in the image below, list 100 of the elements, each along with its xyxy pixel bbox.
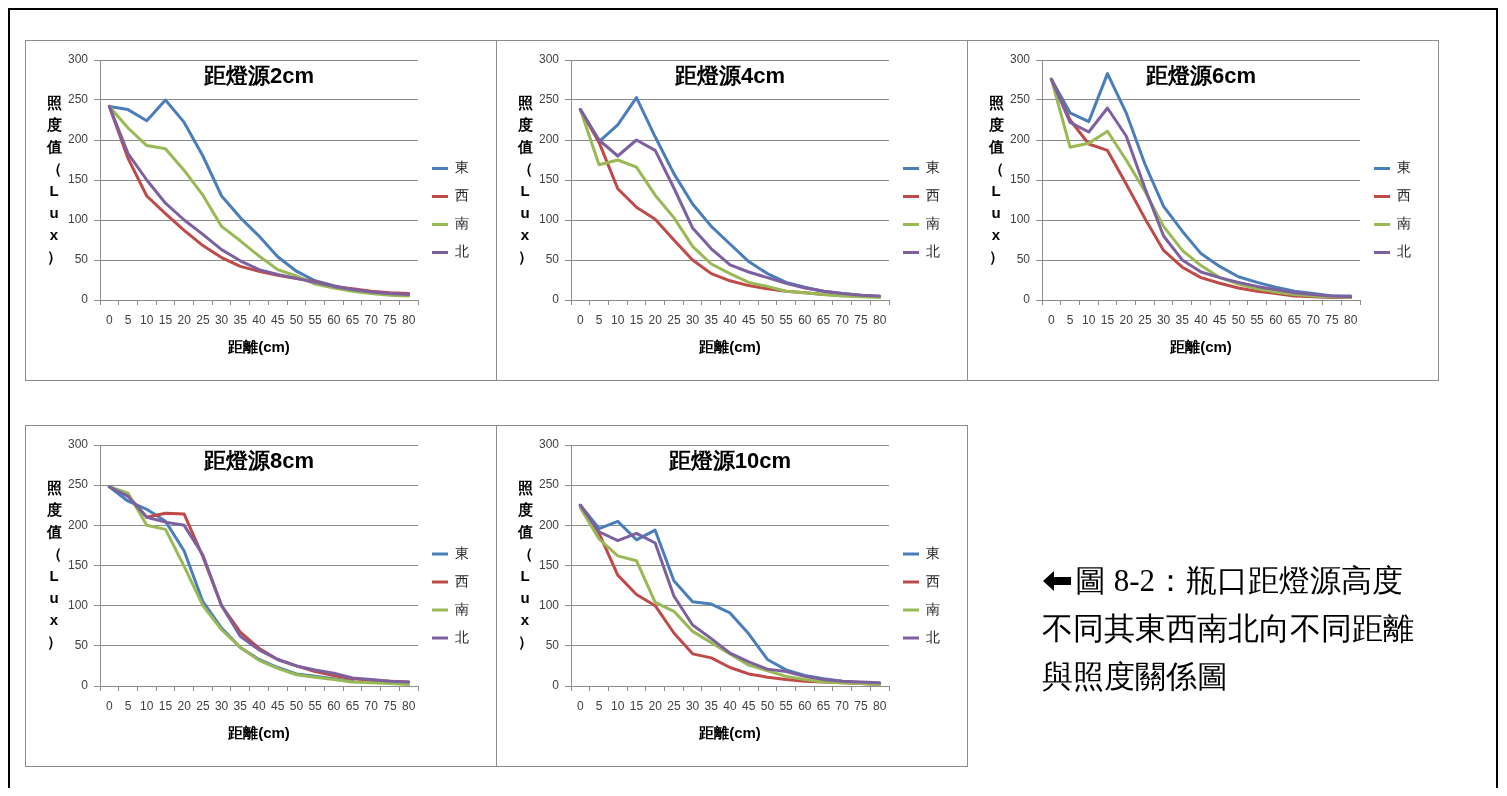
y-tick-label: 200 (67, 517, 89, 532)
y-tick-label: 150 (538, 557, 560, 572)
y-tick-label: 200 (538, 132, 560, 147)
y-tick-label: 200 (538, 517, 560, 532)
x-tick-label: 15 (629, 312, 644, 327)
x-tick-label: 30 (685, 312, 700, 327)
chart-title: 距燈源2cm (202, 62, 315, 90)
x-tick-label: 0 (577, 698, 585, 713)
y-tick-label: 0 (81, 678, 89, 693)
x-tick-label: 50 (760, 698, 775, 713)
legend-label: 東 (926, 544, 940, 561)
x-tick-label: 65 (816, 312, 831, 327)
y-tick-label: 0 (552, 678, 560, 693)
x-tick-label: 35 (1175, 312, 1190, 327)
x-tick-label: 35 (233, 698, 248, 713)
x-tick-label: 70 (835, 698, 850, 713)
x-tick-label: 60 (798, 312, 812, 327)
legend-label: 南 (455, 215, 469, 232)
x-tick-label: 40 (252, 698, 266, 713)
x-tick-label: 35 (704, 698, 719, 713)
x-tick-label: 25 (1138, 312, 1152, 327)
x-tick-label: 50 (289, 312, 304, 327)
chart-title: 距燈源4cm (673, 62, 786, 90)
x-tick-label: 25 (196, 698, 210, 713)
legend-label: 南 (926, 600, 940, 617)
y-tick-label: 250 (67, 477, 89, 492)
legend-label: 東 (455, 544, 469, 561)
x-tick-label: 75 (854, 698, 868, 713)
y-tick-label: 50 (74, 638, 89, 653)
y-axis-title: 照度值（Lux） (46, 478, 62, 652)
x-axis-title: 距離(cm) (698, 338, 761, 356)
x-tick-label: 0 (106, 312, 114, 327)
x-tick-label: 40 (723, 312, 737, 327)
x-tick-label: 45 (271, 698, 285, 713)
legend-label: 東 (926, 159, 940, 176)
x-tick-label: 55 (779, 698, 794, 713)
x-tick-label: 30 (1156, 312, 1171, 327)
x-tick-label: 70 (1306, 312, 1321, 327)
x-tick-label: 45 (271, 312, 285, 327)
y-tick-label: 150 (538, 172, 560, 187)
y-tick-label: 150 (1009, 172, 1031, 187)
x-tick-label: 40 (723, 698, 737, 713)
x-tick-label: 10 (140, 698, 154, 713)
y-tick-label: 250 (538, 477, 560, 492)
y-axis-title: 照度值（Lux） (517, 478, 533, 652)
x-tick-label: 5 (1066, 312, 1074, 327)
y-axis-title: 照度值（Lux） (46, 93, 62, 267)
legend-label: 西 (455, 187, 469, 204)
x-tick-label: 40 (252, 312, 266, 327)
y-tick-label: 150 (67, 172, 89, 187)
x-tick-label: 60 (798, 698, 812, 713)
x-tick-label: 50 (289, 698, 304, 713)
x-tick-label: 25 (667, 312, 681, 327)
y-axis-title: 照度值（Lux） (517, 93, 533, 267)
legend-label: 北 (455, 243, 469, 260)
x-tick-label: 70 (364, 312, 379, 327)
y-tick-label: 300 (1009, 52, 1031, 67)
x-axis-title: 距離(cm) (227, 724, 290, 742)
x-tick-label: 80 (872, 312, 887, 327)
x-tick-label: 15 (1100, 312, 1115, 327)
legend-label: 北 (926, 243, 940, 260)
y-axis-title: 照度值（Lux） (988, 93, 1004, 267)
x-tick-label: 80 (1343, 312, 1358, 327)
x-tick-label: 25 (196, 312, 210, 327)
x-tick-label: 20 (648, 312, 663, 327)
x-tick-label: 15 (158, 698, 173, 713)
x-tick-label: 35 (233, 312, 248, 327)
x-tick-label: 55 (1250, 312, 1265, 327)
x-tick-label: 10 (611, 312, 625, 327)
y-tick-label: 250 (67, 92, 89, 107)
y-tick-label: 250 (538, 92, 560, 107)
y-tick-label: 0 (552, 292, 560, 307)
x-tick-label: 70 (364, 698, 379, 713)
caption: 圖 8-2：瓶口距燈源高度不同其東西南北向不同距離與照度關係圖 (1042, 563, 1414, 694)
x-tick-label: 45 (742, 698, 756, 713)
x-tick-label: 65 (345, 312, 360, 327)
y-tick-label: 50 (1016, 252, 1031, 267)
x-tick-label: 60 (327, 698, 341, 713)
chart-title: 距燈源8cm (202, 447, 315, 475)
y-tick-label: 100 (67, 597, 89, 612)
x-tick-label: 10 (611, 698, 625, 713)
x-tick-label: 10 (1082, 312, 1096, 327)
x-tick-label: 20 (177, 698, 192, 713)
x-tick-label: 65 (816, 698, 831, 713)
x-tick-label: 35 (704, 312, 719, 327)
x-tick-label: 45 (742, 312, 756, 327)
y-tick-label: 100 (67, 212, 89, 227)
x-tick-label: 40 (1194, 312, 1208, 327)
y-tick-label: 250 (1009, 92, 1031, 107)
y-tick-label: 200 (67, 132, 89, 147)
legend-label: 西 (455, 572, 469, 589)
legend-label: 東 (455, 159, 469, 176)
chart-title: 距燈源6cm (1144, 62, 1257, 90)
x-tick-label: 80 (872, 698, 887, 713)
x-tick-label: 5 (595, 698, 603, 713)
x-axis-title: 距離(cm) (227, 338, 290, 356)
x-tick-label: 20 (177, 312, 192, 327)
y-tick-label: 50 (74, 252, 89, 267)
x-axis-title: 距離(cm) (698, 724, 761, 742)
x-tick-label: 75 (383, 698, 397, 713)
